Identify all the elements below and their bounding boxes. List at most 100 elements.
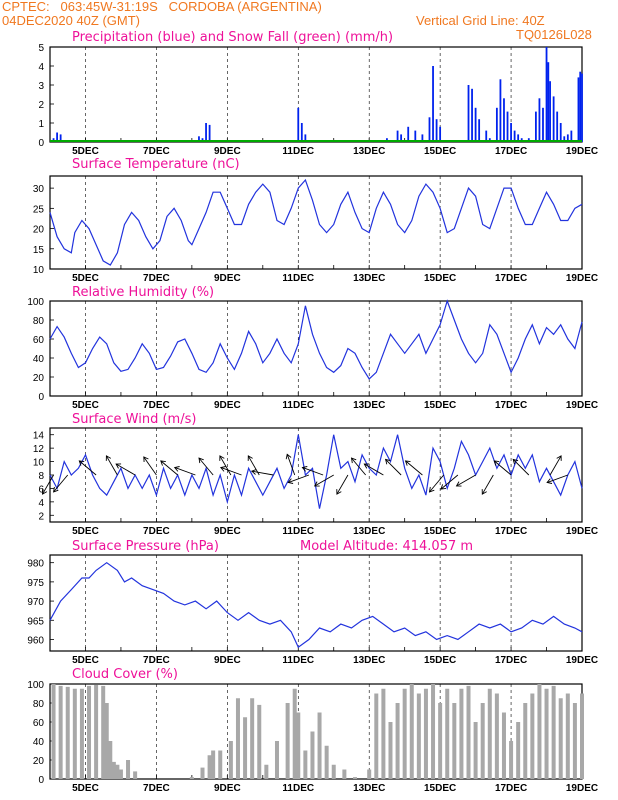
cloud-bar-50 [445, 688, 450, 779]
cloud-bar-5 [87, 685, 92, 779]
x-tick-1-4: 13DEC [353, 273, 385, 284]
precip-bar-48 [577, 77, 580, 142]
y-tick-2-3: 60 [33, 335, 45, 346]
y-tick-3-2: 6 [38, 484, 44, 495]
x-tick-3-5: 15DEC [424, 526, 456, 537]
wind-arrow-13 [286, 454, 296, 476]
cloud-bar-65 [551, 685, 556, 779]
precip-bar-1 [56, 132, 58, 142]
wind-arrow-2 [78, 460, 97, 476]
y-tick-0-4: 4 [38, 62, 44, 73]
wind-arrow-head-13 [285, 453, 292, 460]
x-tick-5-6: 17DEC [495, 783, 527, 794]
cloud-bar-6 [94, 684, 99, 779]
station-line: CPTEC: 063:45W-31:19S CORDOBA (ARGENTINA… [2, 0, 322, 14]
y-tick-5-1: 20 [33, 756, 45, 767]
wind-arrow-head-29 [546, 478, 553, 484]
wind-arrow-24 [456, 474, 476, 487]
x-tick-4-7: 19DEC [566, 655, 598, 666]
wind-arrow-14 [288, 474, 310, 483]
panel-frame-1 [49, 175, 583, 270]
x-tick-5-2: 9DEC [214, 783, 241, 794]
wind-arrow-head-12 [250, 468, 257, 475]
series-line-3 [49, 434, 583, 509]
x-tick-5-0: 5DEC [72, 783, 99, 794]
wind-arrow-16 [314, 474, 334, 487]
precip-bar-23 [474, 107, 477, 142]
wind-arrow-8 [198, 457, 214, 476]
precip-bar-43 [556, 111, 559, 142]
cloud-bar-4 [79, 688, 84, 779]
wind-arrow-12 [251, 470, 274, 476]
cloud-bar-39 [367, 769, 372, 779]
x-tick-3-0: 5DEC [72, 526, 99, 537]
grid-line-label: Vertical Grid Line: 40Z [416, 13, 545, 28]
x-tick-2-3: 11DEC [282, 400, 314, 411]
y-tick-3-1: 4 [38, 498, 44, 509]
cloud-bar-47 [423, 688, 428, 779]
x-tick-4-1: 7DEC [143, 655, 170, 666]
x-tick-5-4: 13DEC [353, 783, 385, 794]
cloud-bar-20 [218, 750, 223, 779]
precip-bar-25 [485, 130, 488, 142]
wind-arrow-head-17 [336, 489, 342, 495]
wind-arrow-head-0 [42, 489, 48, 495]
wind-arrow-head-25 [481, 489, 487, 495]
wind-arrow-head-7 [173, 466, 180, 472]
cloud-bar-19 [211, 750, 216, 779]
precip-bar-13 [400, 134, 403, 142]
precip-bar-50 [579, 71, 582, 142]
precip-bar-30 [506, 111, 509, 142]
wind-arrow-25 [481, 474, 494, 495]
cloud-bar-24 [250, 698, 255, 779]
wind-arrow-18 [351, 457, 366, 476]
cloud-bar-2 [65, 686, 70, 779]
y-tick-2-2: 40 [33, 354, 45, 365]
precip-bar-14 [407, 126, 410, 142]
precip-bar-29 [503, 98, 505, 142]
panel-title-3: Surface Wind (m/s) [72, 412, 196, 427]
x-tick-1-3: 11DEC [282, 273, 314, 284]
precip-bar-17 [428, 117, 431, 142]
panel-frame-3 [49, 427, 583, 523]
wind-arrow-20 [385, 459, 402, 476]
precip-bar-15 [414, 130, 417, 142]
cloud-bar-16 [189, 777, 194, 779]
x-tick-2-1: 7DEC [143, 400, 170, 411]
panel-title-4: Surface Pressure (hPa) [72, 539, 219, 554]
x-tick-4-5: 15DEC [424, 655, 456, 666]
wind-arrow-15 [302, 467, 324, 476]
cloud-bar-57 [494, 693, 499, 779]
wind-arrow-7 [174, 467, 196, 476]
wind-arrow-6 [160, 460, 178, 476]
x-tick-0-4: 13DEC [353, 146, 385, 157]
x-tick-1-0: 5DEC [72, 273, 99, 284]
wind-arrow-head-20 [384, 458, 391, 465]
y-tick-3-4: 10 [33, 458, 45, 469]
y-tick-5-3: 60 [33, 718, 45, 729]
cloud-bar-13 [126, 760, 131, 779]
x-tick-1-2: 9DEC [214, 273, 241, 284]
x-tick-3-6: 17DEC [495, 526, 527, 537]
y-tick-0-3: 3 [38, 81, 44, 92]
y-tick-1-4: 30 [33, 184, 45, 195]
precip-bar-12 [396, 130, 399, 142]
cloud-bar-61 [523, 703, 528, 779]
wind-arrow-head-5 [143, 456, 149, 463]
wind-arrow-head-2 [78, 460, 85, 466]
precip-bar-39 [545, 47, 548, 142]
series-line-4 [49, 561, 583, 649]
x-tick-2-2: 9DEC [214, 400, 241, 411]
x-tick-4-3: 11DEC [282, 655, 314, 666]
wind-arrow-head-6 [160, 460, 166, 466]
cloud-bar-29 [292, 688, 297, 779]
precip-bar-20 [439, 126, 442, 142]
wind-arrow-head-26 [493, 460, 500, 466]
cloud-bar-36 [342, 769, 347, 779]
y-tick-1-1: 15 [33, 245, 45, 256]
cloud-bar-27 [274, 741, 279, 779]
wind-arrow-head-24 [455, 481, 462, 487]
y-tick-1-2: 20 [33, 225, 45, 236]
panel-title-1: Surface Temperature (nC) [72, 157, 240, 172]
